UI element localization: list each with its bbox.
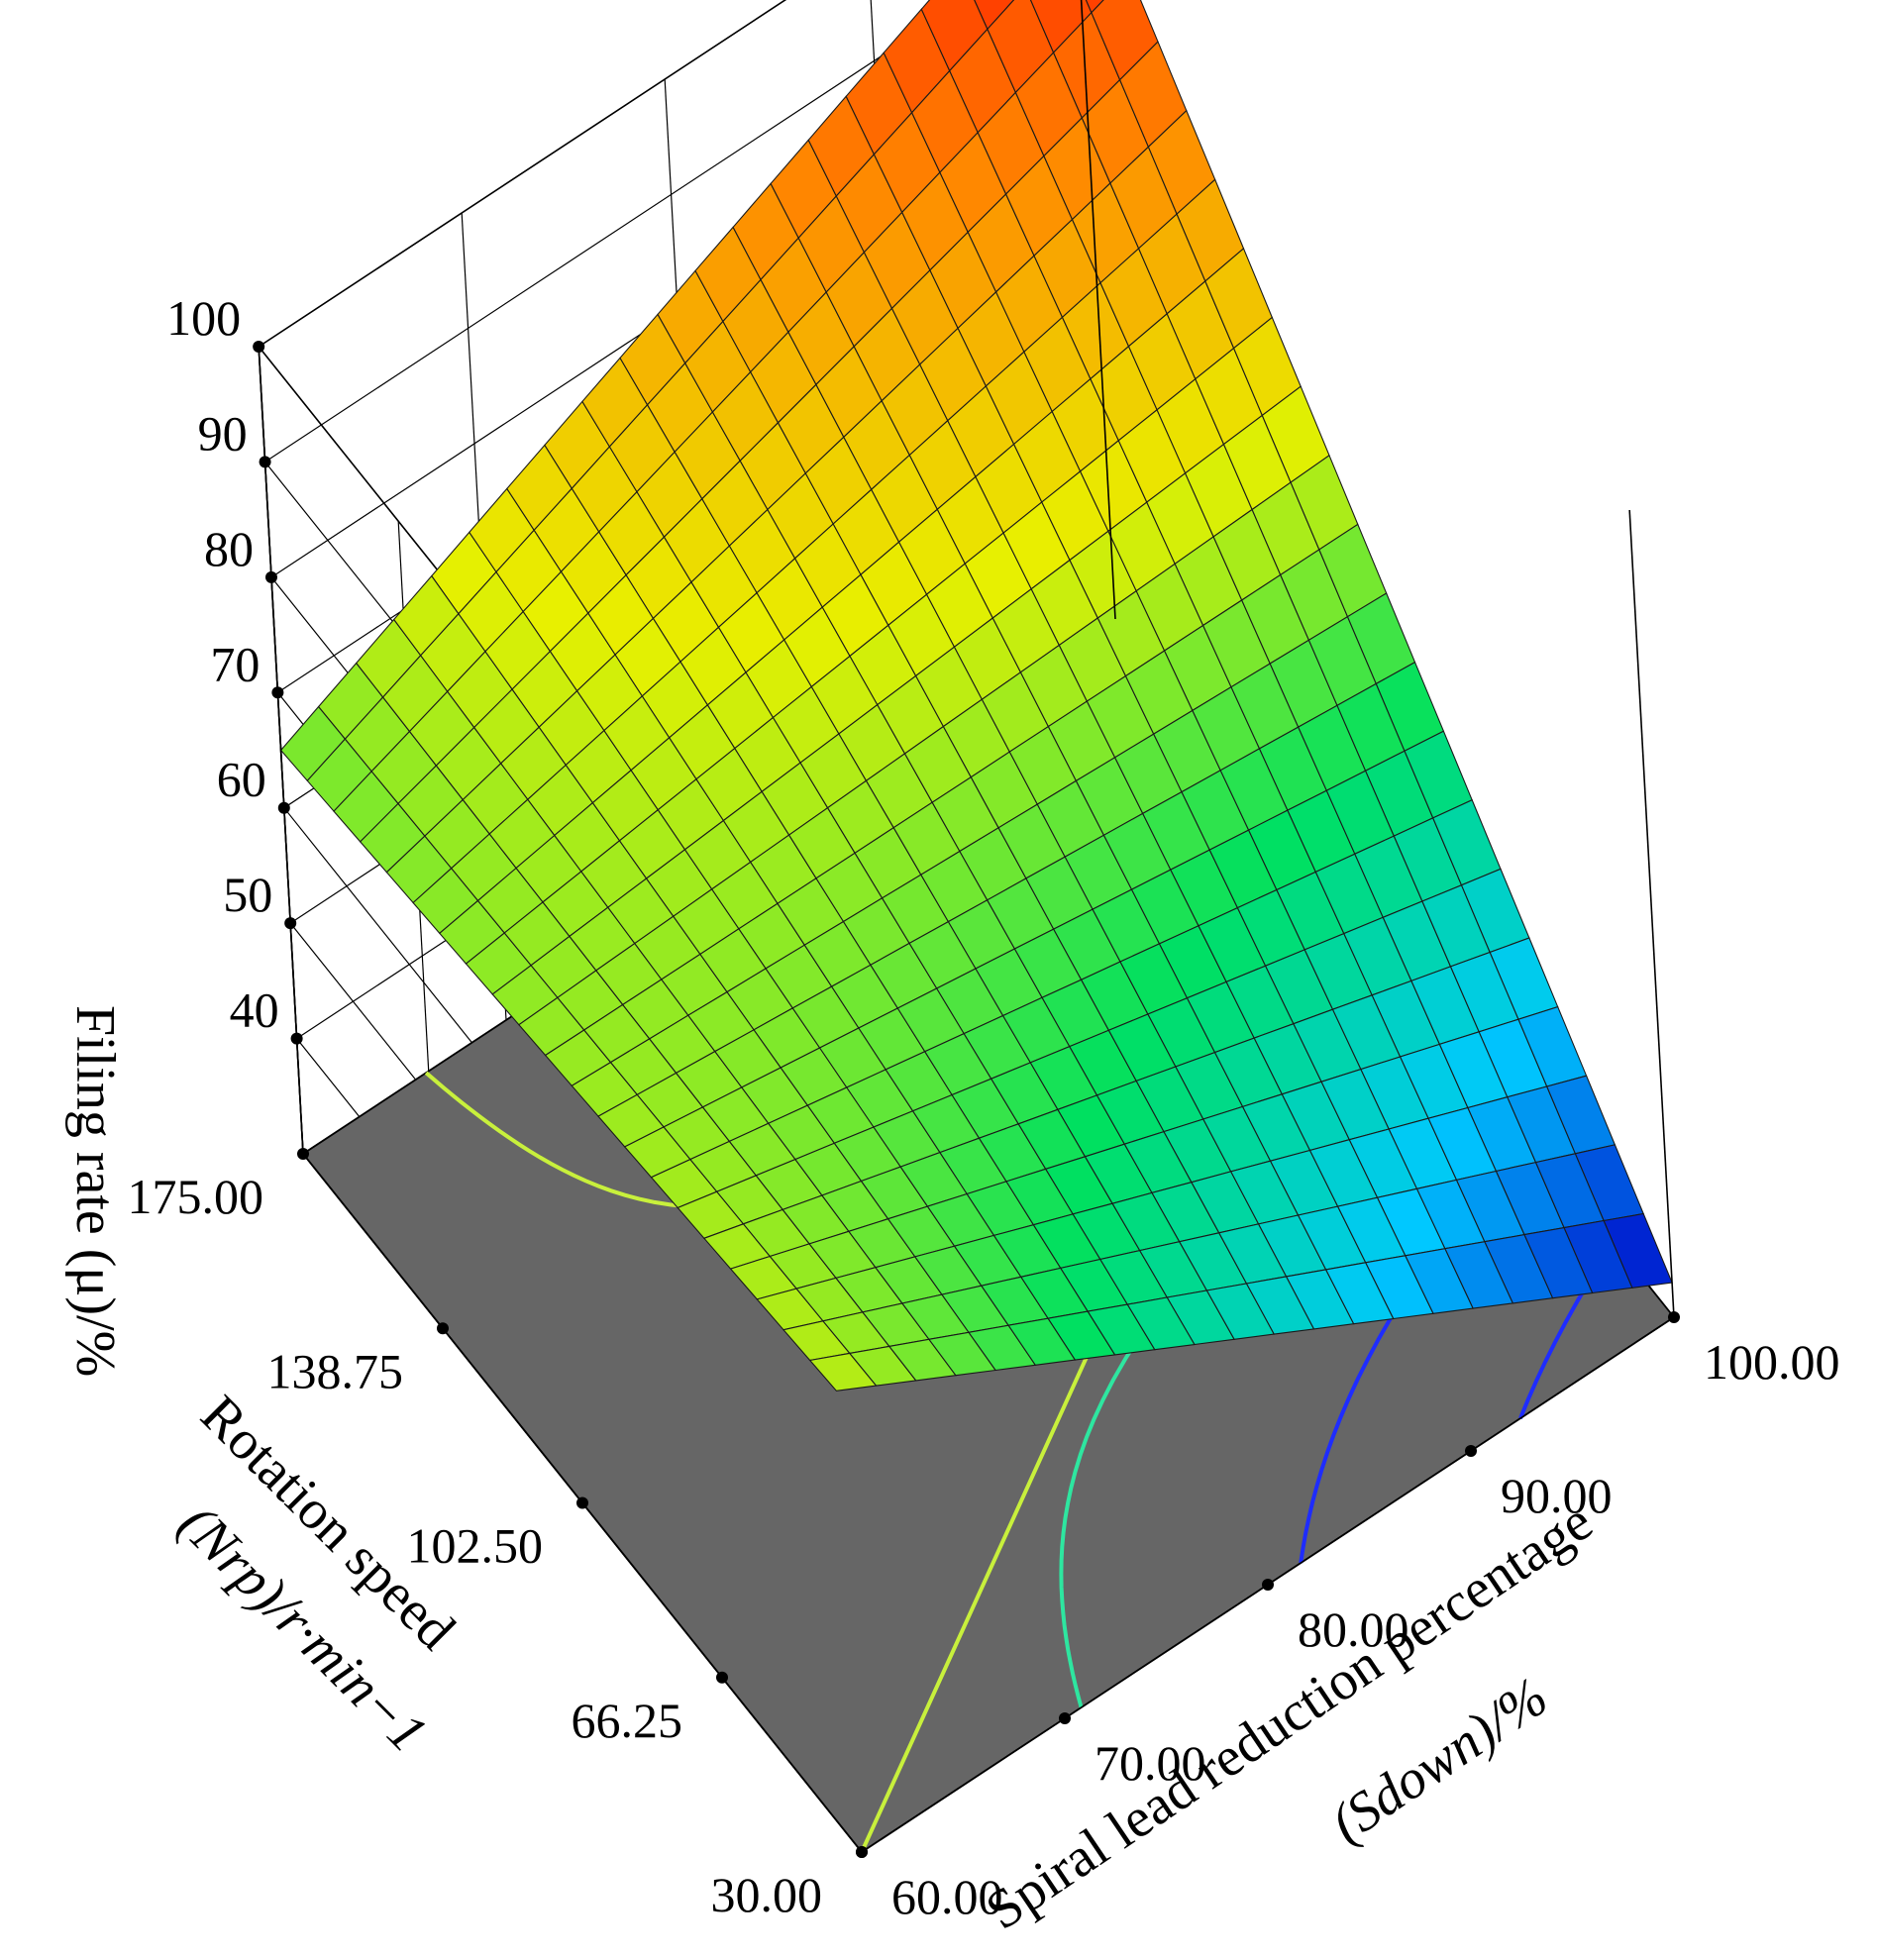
y-tick-mark — [297, 1148, 309, 1160]
z-tick-label: 100 — [166, 290, 241, 346]
y-tick-label: 175.00 — [128, 1169, 264, 1224]
z-tick-mark — [290, 1032, 303, 1045]
x-tick-mark — [1465, 1445, 1477, 1457]
y-tick-mark — [716, 1671, 728, 1684]
z-tick-label: 80 — [204, 521, 254, 576]
x-tick-mark — [1668, 1311, 1680, 1323]
y-tick-label: 138.75 — [267, 1343, 404, 1398]
z-tick-mark — [253, 341, 265, 353]
z-tick-label: 70 — [210, 636, 260, 691]
frame-edge — [1628, 509, 1675, 1318]
y-tick-mark — [437, 1322, 449, 1335]
z-tick-mark — [271, 686, 284, 699]
surface-cell — [1603, 1212, 1673, 1289]
z-tick-label: 40 — [230, 982, 279, 1038]
frame-edge — [258, 346, 304, 1155]
x-tick-label: 90.00 — [1501, 1468, 1613, 1523]
surface-cell — [1085, 0, 1104, 14]
x-tick-mark — [856, 1846, 868, 1858]
x-tick-label: 70.00 — [1095, 1735, 1206, 1791]
z-tick-mark — [264, 570, 277, 583]
x-tick-label: 80.00 — [1298, 1601, 1409, 1657]
y-tick-label: 66.25 — [572, 1693, 683, 1748]
z-tick-label: 90 — [198, 405, 248, 461]
x-tick-mark — [1059, 1712, 1071, 1724]
x-tick-label: 60.00 — [891, 1869, 1003, 1924]
z-tick-label: 50 — [223, 867, 272, 922]
x-tick-label: 100.00 — [1704, 1334, 1840, 1390]
y-tick-mark — [576, 1496, 588, 1509]
z-tick-mark — [284, 917, 297, 930]
z-axis-title: Filing rate (μ)/% — [64, 1005, 126, 1377]
z-tick-label: 60 — [217, 752, 266, 807]
z-tick-mark — [277, 801, 290, 814]
y-tick-label: 30.00 — [711, 1867, 823, 1922]
response-surface — [279, 0, 1673, 1392]
x-tick-mark — [1262, 1579, 1274, 1591]
z-tick-mark — [259, 456, 271, 468]
y-tick-label: 102.50 — [407, 1518, 544, 1574]
frame-edge — [1080, 0, 1116, 620]
tick-marks: 40 50 60 70 80 90 100 30.00 66.25 102.50 138.75 175… — [128, 290, 1840, 1924]
